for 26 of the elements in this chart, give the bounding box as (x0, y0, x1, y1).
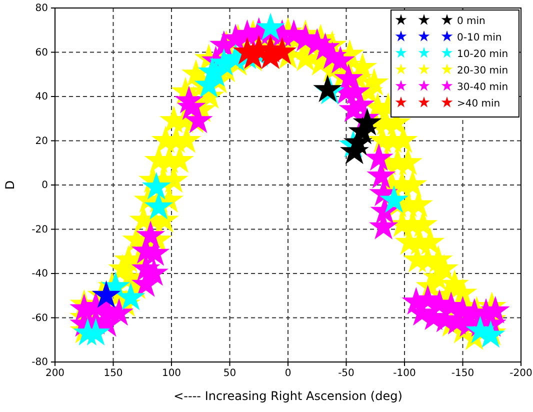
x-tick-label: -100 (393, 368, 416, 380)
y-tick-label: 80 (35, 3, 48, 14)
legend-label: 30-40 min (457, 82, 508, 93)
legend-label: 10-20 min (457, 49, 508, 60)
legend-label: >40 min (457, 98, 500, 110)
y-tick-label: -60 (32, 312, 48, 324)
y-tick-label: 60 (35, 47, 48, 58)
y-tick-label: 40 (35, 92, 48, 103)
y-tick-label: 20 (35, 136, 48, 147)
x-tick-label: -50 (338, 368, 354, 380)
y-tick-label: 0 (42, 180, 48, 192)
legend-label: 0 min (457, 16, 486, 27)
y-axis-title: D (3, 180, 17, 190)
legend-label: 20-30 min (457, 66, 508, 76)
x-tick-label: 0 (284, 368, 292, 380)
x-tick-label: 50 (223, 368, 236, 380)
x-tick-label: -200 (510, 368, 532, 380)
y-tick-label: -40 (32, 268, 48, 280)
x-tick-label: -150 (451, 368, 474, 380)
x-tick-label: 200 (45, 368, 65, 380)
y-tick-label: -20 (32, 224, 48, 236)
legend-label: 0-10 min (457, 32, 502, 44)
y-tick-label: -80 (32, 357, 48, 368)
x-axis-title: <---- Increasing Right Ascension (deg) (174, 389, 402, 403)
x-tick-label: 100 (162, 368, 182, 380)
x-tick-label: 150 (104, 368, 123, 380)
